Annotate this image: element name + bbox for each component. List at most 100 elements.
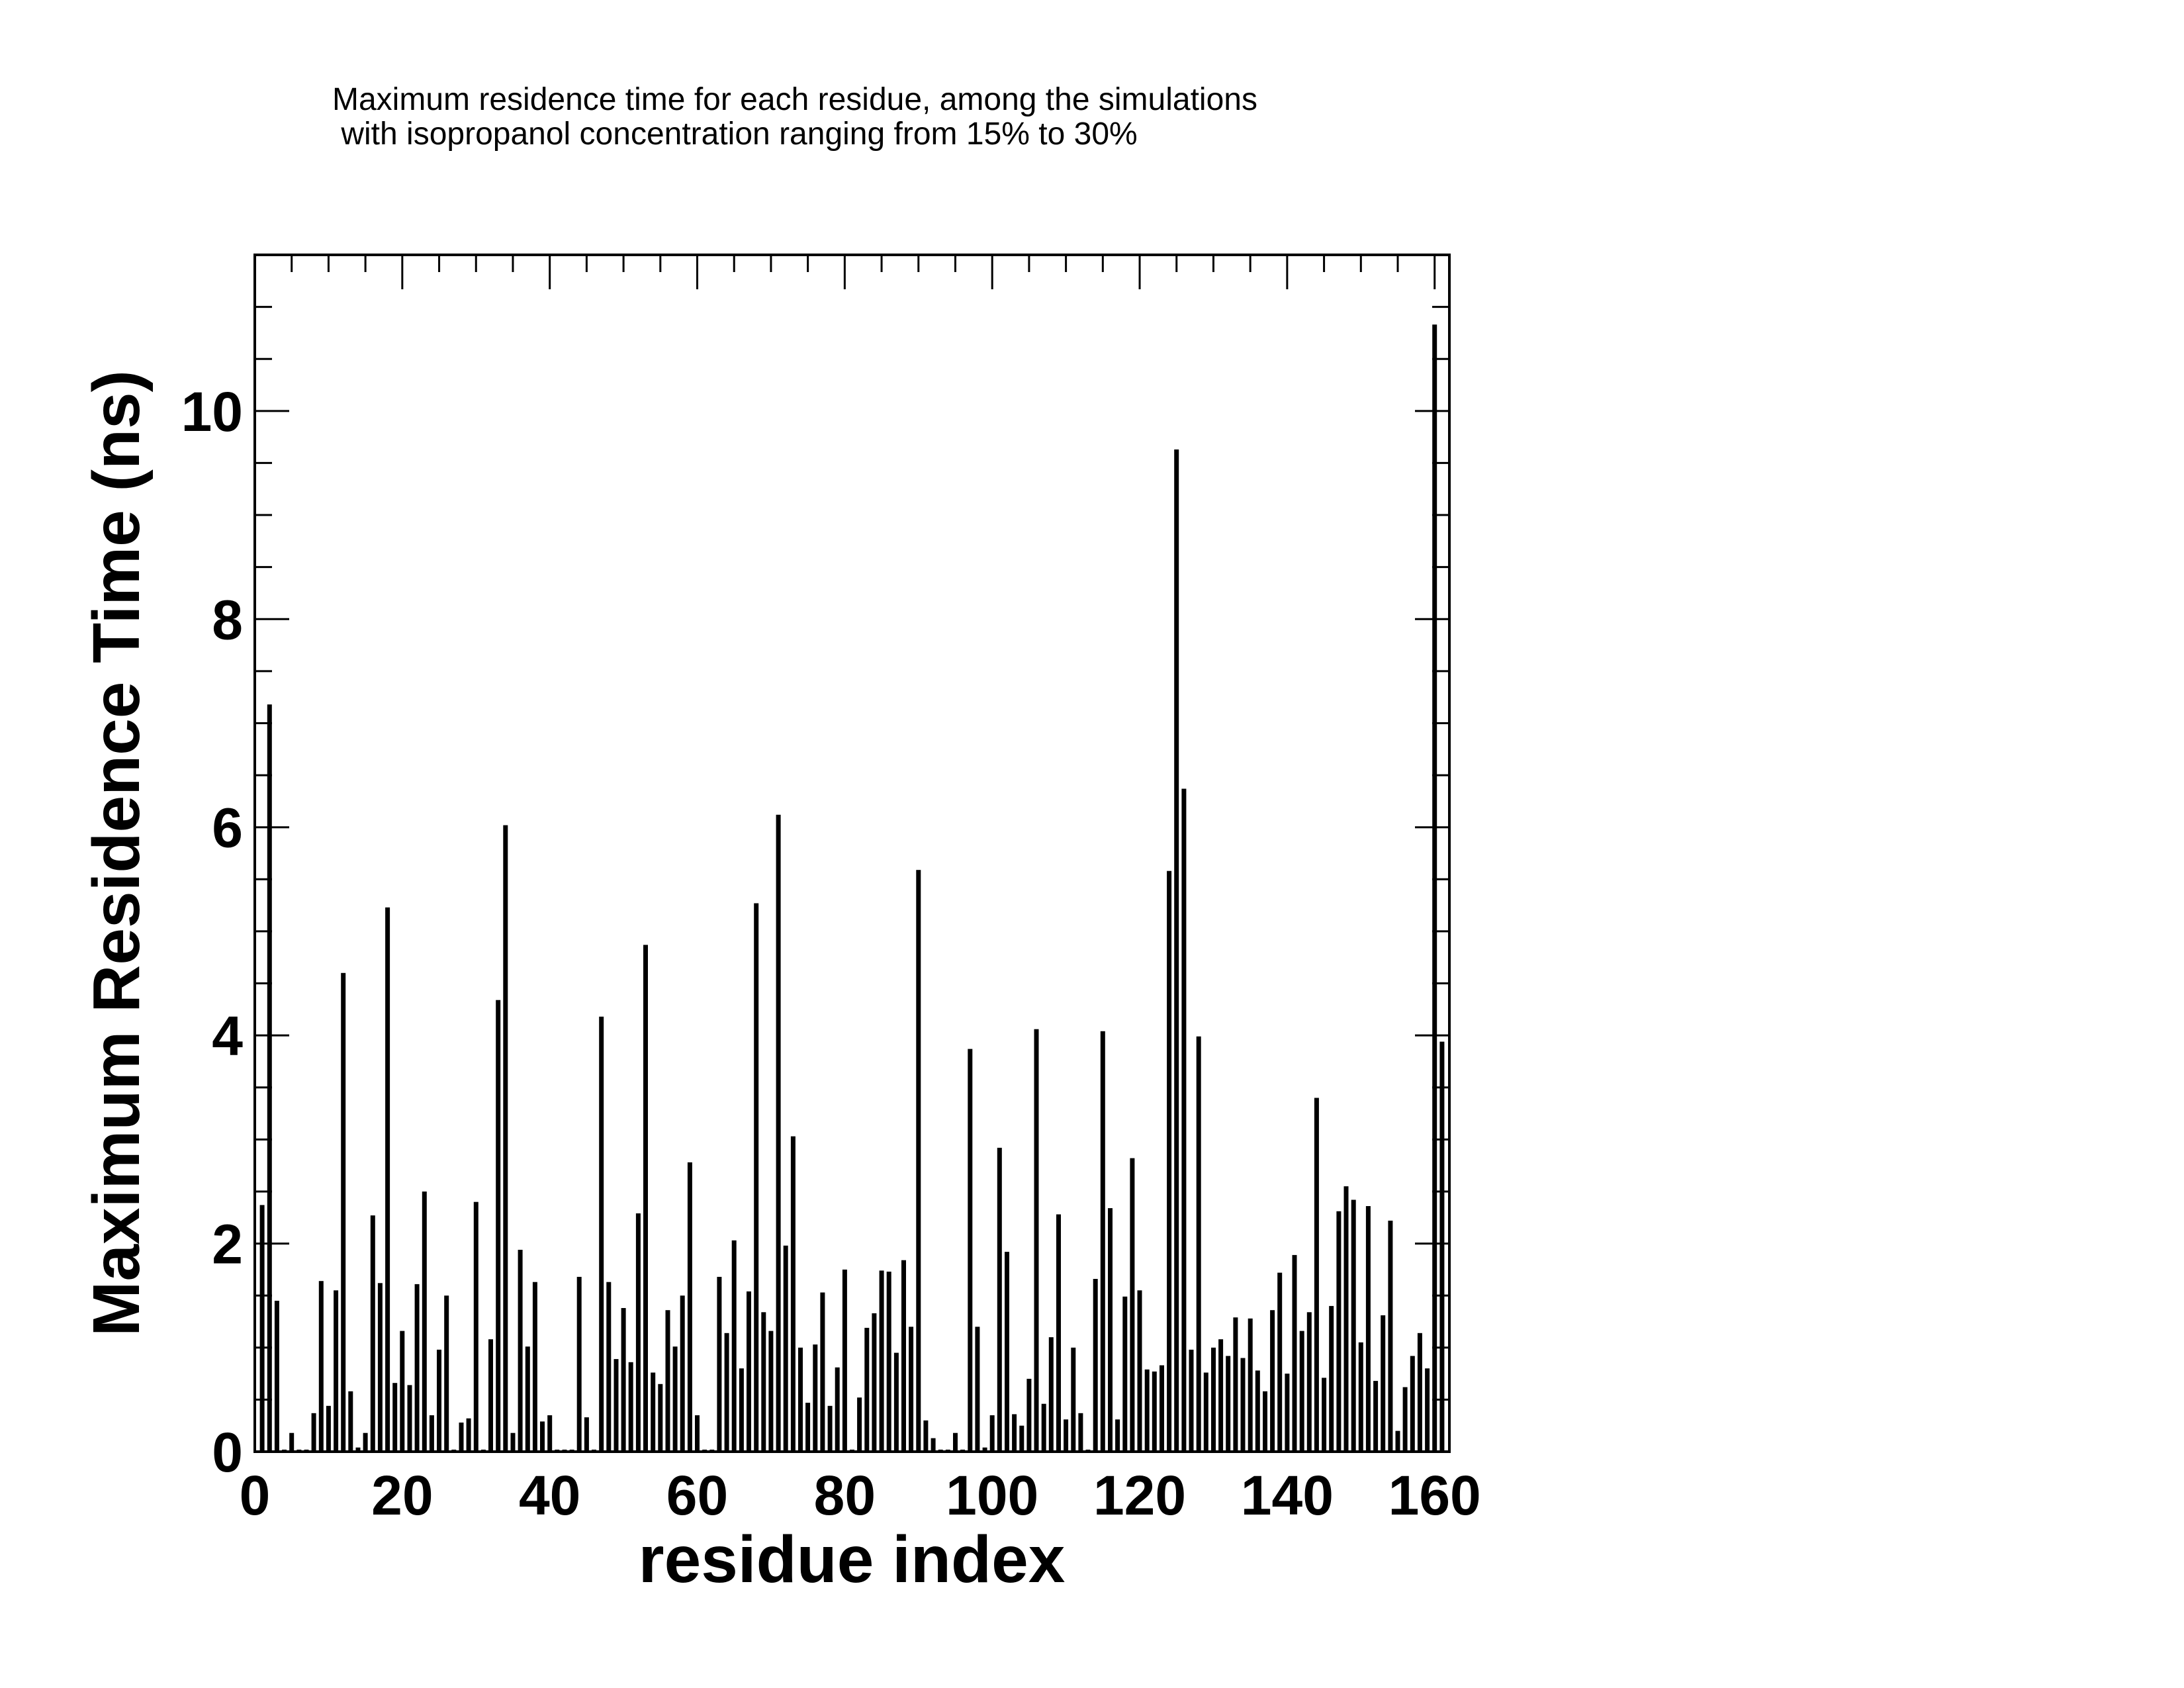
bar [842, 1269, 847, 1452]
y-tick-label: 2 [212, 1213, 243, 1276]
bar [1270, 1310, 1275, 1452]
bar [747, 1291, 751, 1452]
bar [1041, 1403, 1046, 1452]
bar [1343, 1186, 1349, 1452]
bar [1078, 1413, 1083, 1452]
bar [1108, 1208, 1113, 1452]
bar [503, 825, 508, 1452]
bar [1048, 1337, 1054, 1452]
bar [1402, 1387, 1408, 1452]
bar [385, 907, 390, 1452]
bar [864, 1327, 870, 1452]
bar [1292, 1254, 1297, 1452]
x-tick-label: 140 [1241, 1464, 1334, 1526]
bar [267, 704, 272, 1452]
title-line-2: with isopropanol concentration ranging f… [332, 117, 1138, 152]
bar [776, 814, 781, 1452]
bar [444, 1295, 449, 1452]
bar [658, 1383, 663, 1452]
bar [540, 1421, 545, 1452]
bar [872, 1313, 877, 1452]
bar [909, 1327, 914, 1452]
bar [1240, 1358, 1246, 1452]
bar [1100, 1031, 1105, 1452]
bar [997, 1147, 1002, 1452]
bar [466, 1418, 471, 1452]
x-tick-label: 40 [519, 1464, 580, 1526]
x-tick-labels: 0 20 40 60 80 100 120 140 160 [240, 1464, 1481, 1526]
bar [1432, 324, 1437, 1452]
bar [754, 903, 759, 1452]
bar [311, 1413, 316, 1452]
bar [1122, 1296, 1128, 1452]
bar [1314, 1098, 1319, 1452]
bar [790, 1136, 796, 1452]
x-axis-label: residue index [639, 1523, 1066, 1597]
bar [348, 1391, 353, 1452]
bar [429, 1415, 434, 1452]
bar [923, 1420, 929, 1452]
bar [614, 1359, 619, 1452]
bar [1211, 1347, 1216, 1452]
x-tick-label: 160 [1388, 1464, 1481, 1526]
bar [1093, 1279, 1098, 1452]
x-tick-label: 100 [946, 1464, 1038, 1526]
bar [355, 1447, 361, 1452]
y-tick-label: 6 [212, 797, 243, 859]
x-tick-label: 60 [666, 1464, 728, 1526]
bar [518, 1250, 523, 1452]
bar [259, 1205, 265, 1452]
bar [1152, 1371, 1157, 1452]
bar [1012, 1414, 1017, 1452]
bar [1189, 1349, 1194, 1452]
bar [893, 1352, 899, 1452]
x-tick-label: 120 [1093, 1464, 1186, 1526]
bar [407, 1385, 412, 1452]
plot-frame [253, 254, 1451, 1453]
bar [473, 1201, 478, 1452]
bar [1388, 1221, 1393, 1452]
bar [886, 1272, 891, 1452]
bar [857, 1397, 862, 1452]
bar [334, 1290, 339, 1452]
bar [1351, 1199, 1356, 1452]
bar [606, 1282, 612, 1452]
x-tick-label: 0 [240, 1464, 271, 1526]
bar [813, 1344, 818, 1452]
y-tick-label: 10 [181, 381, 243, 443]
y-tick-label: 4 [212, 1005, 243, 1067]
bar [798, 1347, 803, 1452]
bar [1425, 1368, 1430, 1452]
bar [1174, 449, 1179, 1452]
bar [879, 1270, 884, 1452]
bar [392, 1383, 398, 1452]
bar [576, 1276, 582, 1452]
bar [1218, 1339, 1224, 1452]
bar [761, 1312, 766, 1452]
bar [1005, 1252, 1009, 1452]
bar [1329, 1305, 1334, 1452]
x-tick-label: 20 [371, 1464, 433, 1526]
bar [1410, 1356, 1415, 1452]
bar [1167, 870, 1172, 1452]
bar [400, 1331, 405, 1452]
bar [628, 1362, 633, 1452]
bar [731, 1240, 737, 1452]
x-tick-label: 80 [814, 1464, 876, 1526]
bar [1056, 1214, 1061, 1452]
bar [599, 1016, 604, 1452]
bar [717, 1276, 722, 1452]
bar [1130, 1158, 1135, 1452]
bar [651, 1372, 656, 1452]
bar [1160, 1365, 1164, 1452]
bar [1255, 1370, 1260, 1452]
bar [835, 1367, 840, 1452]
bar [525, 1346, 530, 1452]
axis-ticks [253, 255, 1449, 1453]
bar [496, 1000, 501, 1452]
bar [739, 1368, 744, 1452]
bar [1322, 1378, 1327, 1452]
bar [459, 1423, 464, 1452]
bar [820, 1292, 825, 1452]
